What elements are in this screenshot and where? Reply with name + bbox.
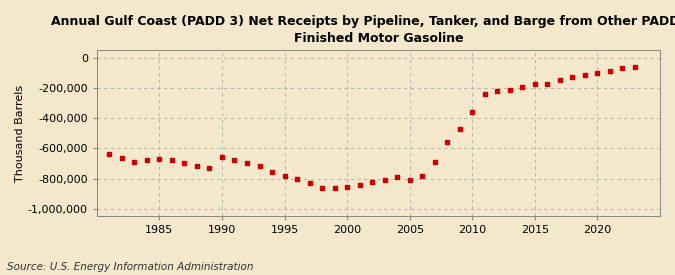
Title: Annual Gulf Coast (PADD 3) Net Receipts by Pipeline, Tanker, and Barge from Othe: Annual Gulf Coast (PADD 3) Net Receipts … — [51, 15, 675, 45]
Text: Source: U.S. Energy Information Administration: Source: U.S. Energy Information Administ… — [7, 262, 253, 272]
Y-axis label: Thousand Barrels: Thousand Barrels — [15, 85, 25, 182]
